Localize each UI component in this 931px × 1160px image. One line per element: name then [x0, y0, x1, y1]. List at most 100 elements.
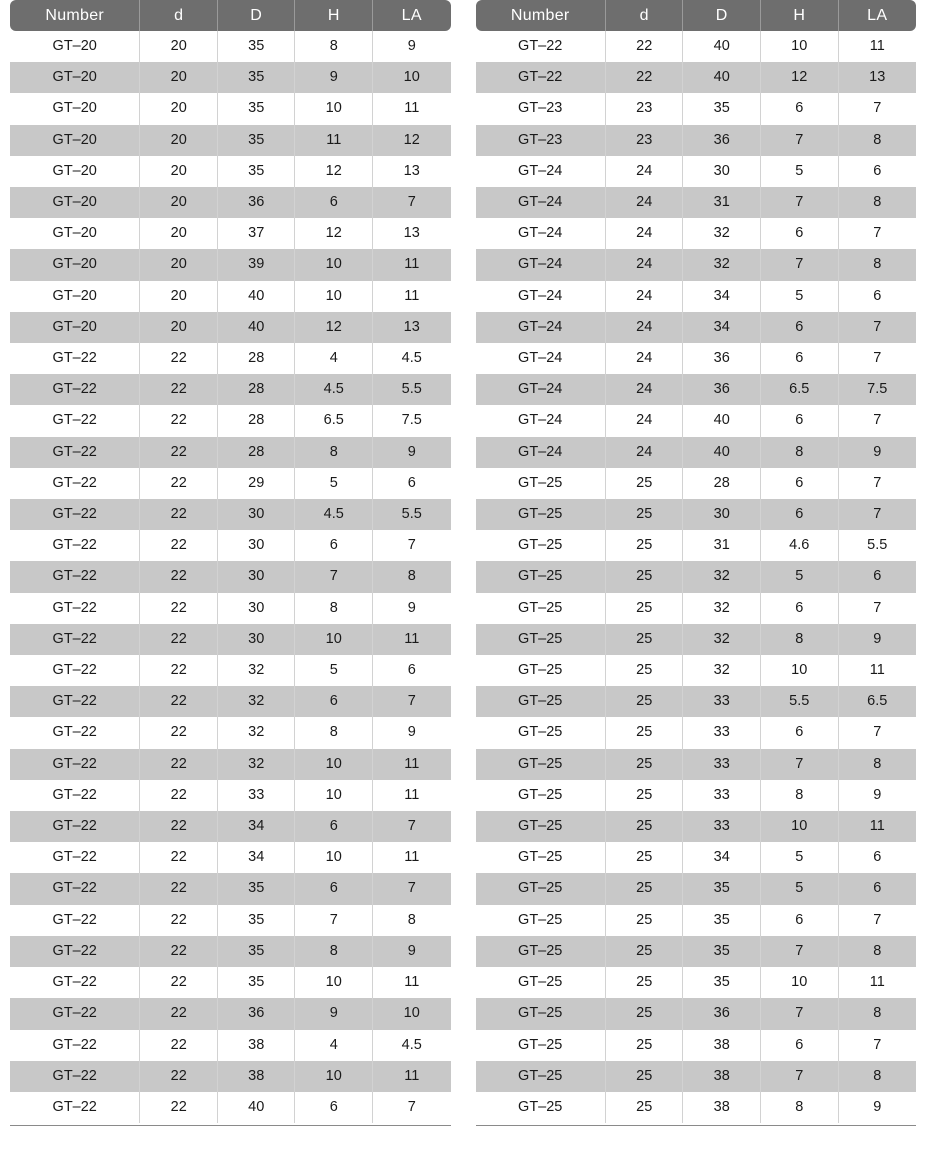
cell-D: 36: [682, 343, 761, 375]
table-row: GT–24 24 34 5 6: [475, 280, 916, 312]
column-header-d: d: [605, 0, 684, 31]
cell-number: GT–25: [475, 592, 606, 624]
cell-D: 35: [217, 31, 296, 63]
cell-number: GT–20: [10, 31, 141, 63]
cell-d: 25: [605, 779, 684, 812]
cell-d: 22: [139, 748, 218, 780]
cell-LA: 7: [838, 405, 916, 437]
cell-number: GT–25: [475, 873, 606, 905]
cell-D: 32: [682, 655, 761, 687]
cell-d: 20: [139, 187, 218, 219]
cell-D: 34: [682, 842, 761, 874]
table-row: GT–25 25 33 5.5 6.5: [475, 686, 916, 718]
cell-H: 6: [760, 218, 839, 250]
cell-LA: 11: [372, 842, 451, 874]
cell-number: GT–22: [10, 1060, 141, 1092]
column-header-d: d: [139, 0, 218, 31]
cell-D: 38: [217, 1060, 296, 1092]
cell-d: 25: [605, 1060, 684, 1092]
cell-D: 35: [682, 904, 761, 936]
cell-LA: 5.5: [372, 374, 451, 406]
cell-number: GT–22: [10, 873, 141, 905]
cell-H: 10: [760, 811, 839, 843]
table-row: GT–20 20 35 12 13: [10, 155, 451, 188]
cell-number: GT–25: [475, 1060, 606, 1092]
cell-D: 35: [217, 904, 296, 936]
cell-LA: 6: [838, 842, 916, 874]
cell-d: 25: [605, 686, 684, 718]
cell-number: GT–22: [10, 779, 141, 812]
cell-LA: 6: [838, 561, 916, 593]
cell-D: 32: [682, 218, 761, 250]
cell-H: 6: [760, 904, 839, 936]
cell-d: 24: [605, 218, 684, 250]
cell-H: 6: [294, 811, 373, 843]
cell-H: 10: [294, 842, 373, 874]
cell-D: 35: [682, 967, 761, 999]
cell-D: 36: [217, 187, 296, 219]
cell-number: GT–25: [475, 1091, 606, 1124]
cell-d: 20: [139, 93, 218, 125]
cell-D: 30: [682, 499, 761, 531]
cell-LA: 7: [838, 499, 916, 531]
cell-D: 31: [682, 530, 761, 562]
cell-d: 25: [605, 623, 684, 656]
cell-number: GT–25: [475, 686, 606, 718]
cell-H: 6: [760, 717, 839, 749]
table-row: GT–22 22 35 7 8: [10, 904, 451, 936]
cell-d: 22: [139, 904, 218, 936]
cell-d: 25: [605, 592, 684, 624]
cell-H: 12: [294, 311, 373, 344]
cell-d: 25: [605, 967, 684, 999]
cell-d: 24: [605, 343, 684, 375]
cell-LA: 8: [838, 1060, 916, 1092]
cell-d: 22: [139, 686, 218, 718]
cell-d: 22: [139, 499, 218, 531]
table-row: GT–25 25 33 7 8: [475, 748, 916, 780]
cell-d: 25: [605, 811, 684, 843]
cell-d: 25: [605, 935, 684, 968]
cell-number: GT–22: [10, 935, 141, 968]
cell-number: GT–25: [475, 655, 606, 687]
table-row: GT–22 22 32 6 7: [10, 686, 451, 718]
cell-H: 5: [294, 655, 373, 687]
cell-D: 36: [217, 998, 296, 1030]
spec-table-left: Number d D H LA GT–20 20 35 8 9 GT–20 20 35 9 10 G…: [10, 0, 451, 1124]
cell-LA: 9: [372, 31, 451, 63]
cell-H: 8: [294, 935, 373, 968]
cell-LA: 7: [372, 1091, 451, 1124]
cell-H: 5: [760, 280, 839, 312]
cell-number: GT–22: [10, 436, 141, 468]
cell-LA: 7: [838, 467, 916, 500]
table-row: GT–22 22 30 10 11: [10, 623, 451, 656]
table-row: GT–24 24 40 8 9: [475, 436, 916, 468]
table-row: GT–22 22 35 8 9: [10, 935, 451, 968]
table-row: GT–22 22 29 5 6: [10, 467, 451, 500]
cell-number: GT–22: [10, 343, 141, 375]
cell-number: GT–24: [475, 218, 606, 250]
cell-d: 22: [139, 436, 218, 468]
cell-D: 36: [682, 998, 761, 1030]
cell-d: 22: [605, 62, 684, 94]
cell-number: GT–25: [475, 561, 606, 593]
cell-LA: 6: [838, 155, 916, 188]
cell-LA: 7: [838, 1029, 916, 1061]
cell-H: 7: [760, 249, 839, 281]
table-row: GT–22 22 30 7 8: [10, 561, 451, 593]
cell-D: 35: [217, 935, 296, 968]
cell-D: 35: [217, 967, 296, 999]
cell-d: 20: [139, 31, 218, 63]
table-row: GT–22 22 28 4.5 5.5: [10, 374, 451, 406]
cell-H: 8: [294, 592, 373, 624]
table-row: GT–22 22 32 10 11: [10, 748, 451, 780]
cell-d: 22: [139, 873, 218, 905]
cell-d: 24: [605, 249, 684, 281]
cell-H: 4: [294, 1029, 373, 1061]
table-row: GT–22 22 32 5 6: [10, 655, 451, 687]
table-row: GT–24 24 30 5 6: [475, 155, 916, 188]
cell-d: 23: [605, 124, 684, 156]
cell-H: 7: [760, 187, 839, 219]
cell-number: GT–25: [475, 499, 606, 531]
cell-H: 9: [294, 62, 373, 94]
